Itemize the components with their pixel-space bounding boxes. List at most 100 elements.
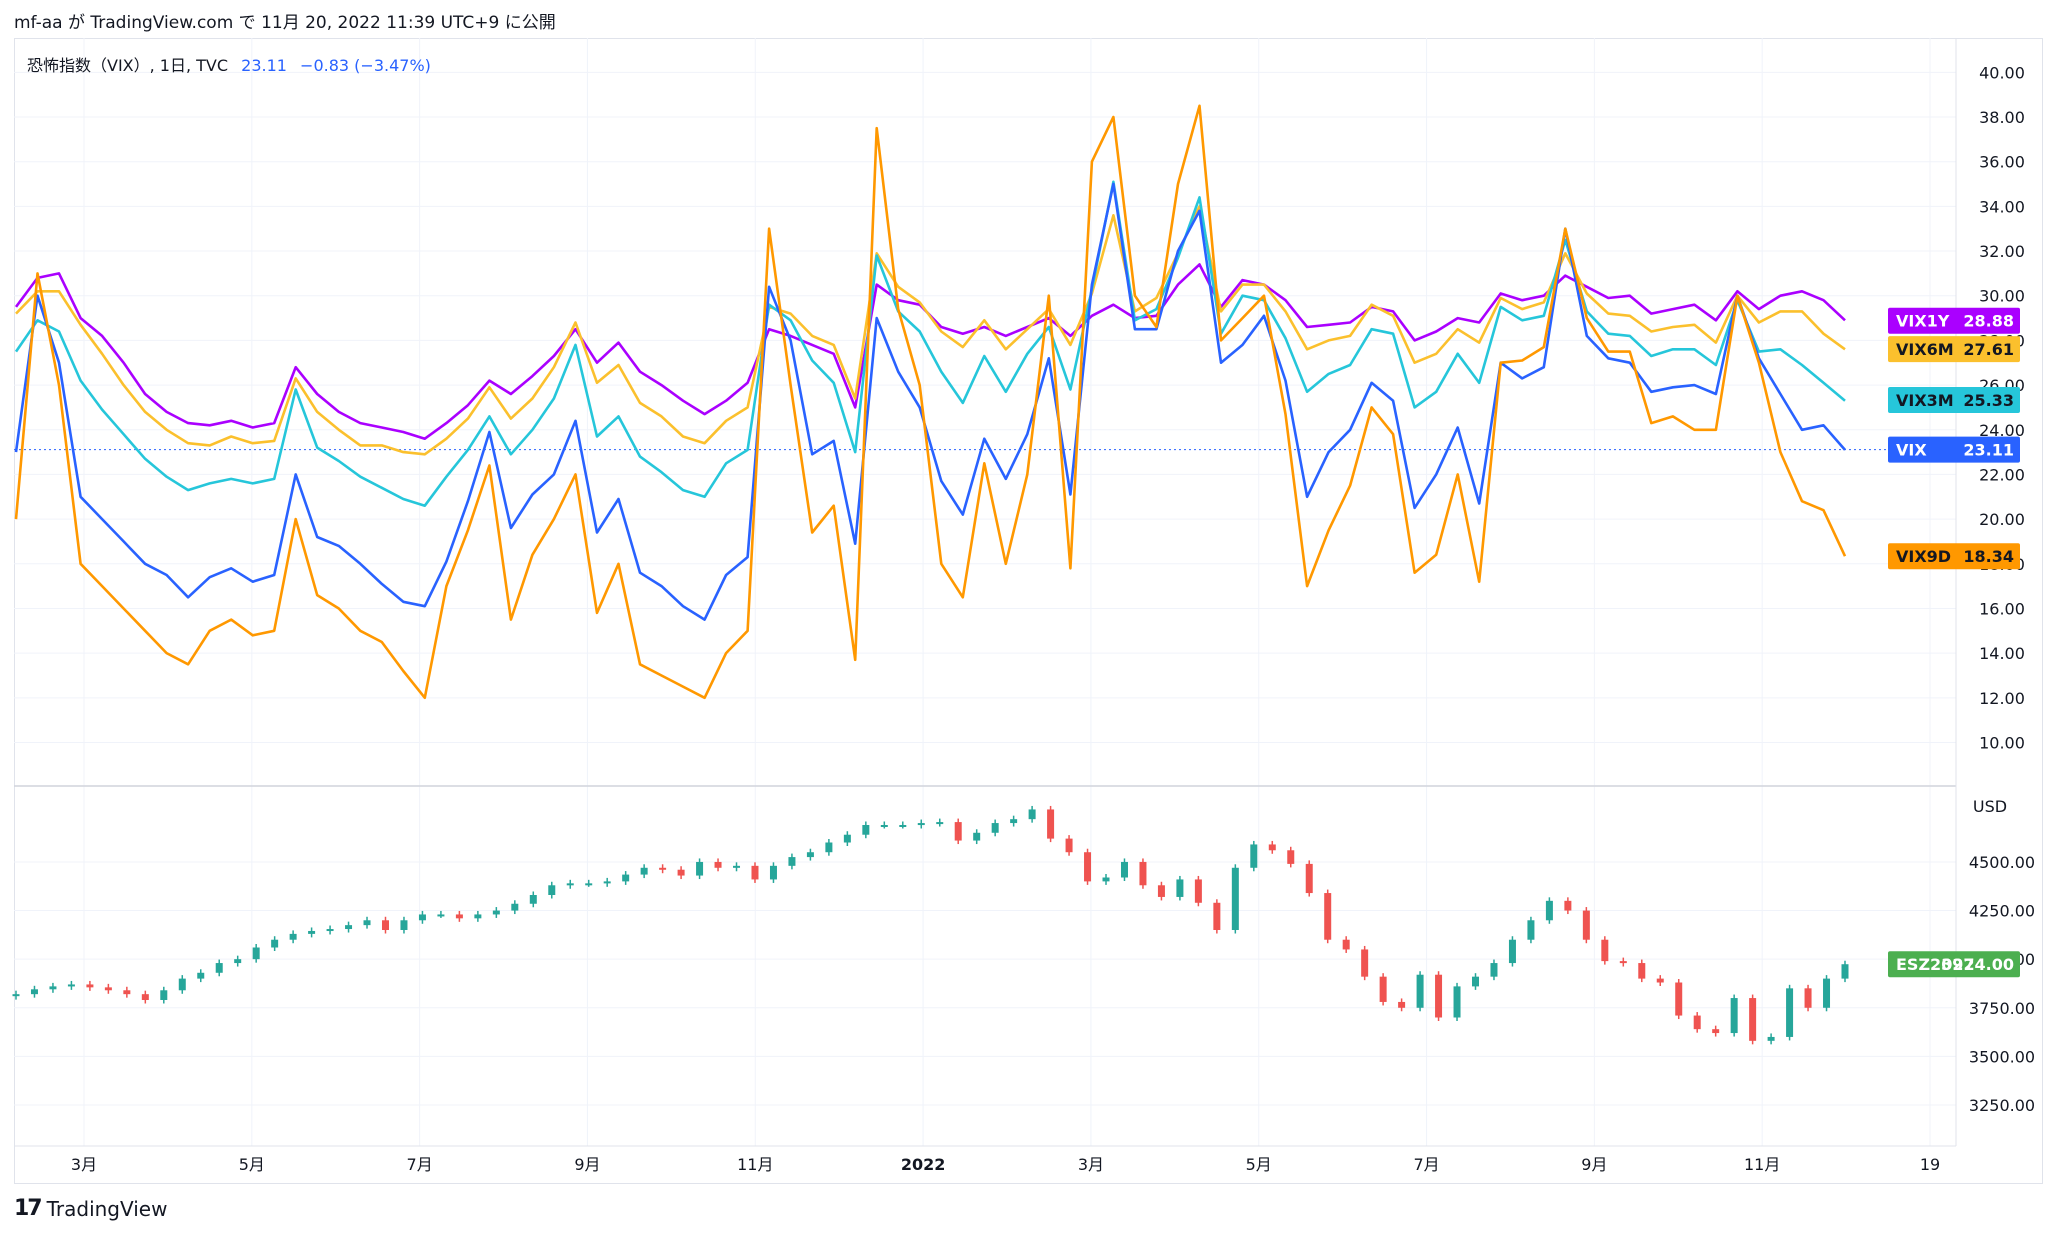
vix-y-tick-label: 20.00 (1979, 510, 2025, 529)
candle-body (1065, 838, 1073, 853)
candle-body (1712, 1029, 1720, 1034)
candle-body (1767, 1036, 1775, 1041)
es-y-tick-label: 3750.00 (1969, 999, 2035, 1018)
badge-value: 3974.00 (1941, 955, 2014, 974)
tradingview-footer: 17 TradingView (14, 1196, 167, 1221)
candle-body (381, 920, 389, 930)
badge-name: VIX9D (1896, 547, 1951, 566)
candle-body (880, 825, 888, 827)
vix-y-tick-label: 38.00 (1979, 108, 2025, 127)
badge-vix6m: VIX6M 27.61 (1888, 336, 2020, 363)
vix-y-tick-label: 16.00 (1979, 599, 2025, 618)
candle-body (1656, 978, 1664, 983)
vix-y-tick-label: 10.00 (1979, 733, 2025, 752)
candle-body (511, 903, 519, 911)
badge-value: 18.34 (1963, 547, 2014, 566)
tradingview-logo-icon: 17 (14, 1196, 43, 1221)
candle-body (1398, 1001, 1406, 1008)
es-unit-label: USD (1973, 797, 2007, 816)
candle-body (1786, 988, 1794, 1037)
x-tick-label: 7月 (407, 1155, 433, 1174)
candle-body (991, 823, 999, 833)
candle-body (1601, 939, 1609, 962)
vix-y-tick-label: 14.00 (1979, 644, 2025, 663)
candle-body (12, 994, 20, 997)
candle-body (1804, 988, 1812, 1008)
es-y-tick-label: 3250.00 (1969, 1096, 2035, 1115)
series-line-vix (14, 182, 1846, 621)
candle-body (806, 852, 814, 858)
candle-body (1305, 863, 1313, 894)
candle-body (529, 895, 537, 904)
candle-body (1472, 976, 1480, 987)
candle-body (640, 867, 648, 875)
candle-body (437, 914, 445, 917)
candle-body (1749, 998, 1757, 1041)
candle-body (1490, 963, 1498, 977)
candle-body (769, 865, 777, 880)
candle-body (1564, 900, 1572, 911)
candle-body (1582, 910, 1590, 940)
candle-body (1102, 877, 1110, 882)
vix-y-tick-label: 22.00 (1979, 465, 2025, 484)
badge-bg (1888, 307, 2020, 334)
vix-y-tick-label: 12.00 (1979, 689, 2025, 708)
legend-value: 23.11 (241, 56, 287, 75)
badge-name: VIX (1896, 441, 1927, 460)
es-y-tick-label: 3500.00 (1969, 1047, 2035, 1066)
candle-body (566, 883, 574, 886)
candle-body (1379, 976, 1387, 1002)
candle-body (1693, 1015, 1701, 1030)
badge-vix: VIX 23.11 (1888, 436, 2020, 463)
candle-body (714, 861, 722, 868)
badge-value: 28.88 (1963, 312, 2014, 331)
candle-body (1194, 879, 1202, 903)
candle-body (400, 920, 408, 930)
candle-body (1730, 998, 1738, 1034)
candle-body (363, 920, 371, 926)
x-tick-label: 9月 (574, 1155, 600, 1174)
candle-body (1342, 939, 1350, 950)
candle-body (1508, 939, 1516, 964)
candle-body (1250, 844, 1258, 868)
candle-body (862, 825, 870, 835)
grid-lines (14, 38, 1956, 1146)
badge-bg (1888, 436, 2020, 463)
chart-legend: 恐怖指数（VIX）, 1日, TVC 23.11 −0.83 (−3.47%) (27, 52, 431, 76)
series-line-vix6m (15, 205, 1846, 456)
candle-body (751, 865, 759, 880)
candle-body (1010, 819, 1018, 824)
vix-y-tick-label: 36.00 (1979, 153, 2025, 172)
badge-name: VIX3M (1896, 391, 1954, 410)
candle-body (1453, 986, 1461, 1018)
candle-body (160, 990, 168, 1000)
es-y-tick-label: 4250.00 (1969, 902, 2035, 921)
candle-body (1324, 893, 1332, 940)
candle-body (418, 914, 426, 921)
badge-name: VIX1Y (1896, 312, 1950, 331)
vix-y-tick-label: 24.00 (1979, 421, 2025, 440)
candle-body (455, 914, 463, 919)
x-tick-label: 5月 (1246, 1155, 1272, 1174)
candle-body (252, 947, 260, 960)
candle-body (1675, 982, 1683, 1016)
candle-body (123, 990, 131, 995)
x-tick-label: 5月 (239, 1155, 265, 1174)
candle-body (1527, 920, 1535, 940)
x-tick-label: 9月 (1581, 1155, 1607, 1174)
footer-brand: TradingView (46, 1196, 168, 1221)
x-tick-label: 11月 (737, 1155, 773, 1174)
candle-body (1047, 809, 1055, 839)
candle-body (603, 881, 611, 884)
x-tick-label: 3月 (1078, 1155, 1104, 1174)
candle-body (954, 822, 962, 841)
badge-vix9d: VIX9D 18.34 (1888, 543, 2020, 570)
candle-body (1213, 902, 1221, 930)
candle-body (788, 857, 796, 866)
es-y-tick-label: 4500.00 (1969, 853, 2035, 872)
candle-body (197, 972, 205, 979)
vix-y-tick-label: 34.00 (1979, 197, 2025, 216)
badge-bg (1888, 336, 2020, 363)
